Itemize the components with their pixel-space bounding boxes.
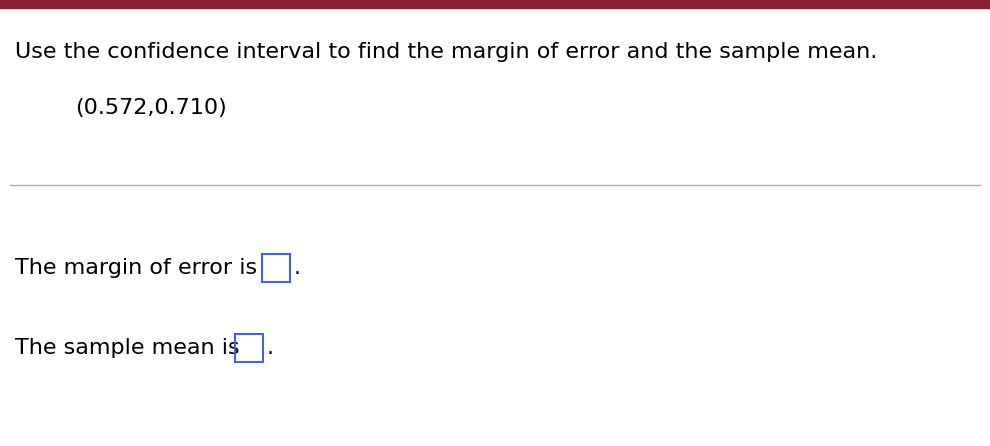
- Text: .: .: [267, 338, 274, 358]
- Bar: [262, 254, 290, 282]
- Text: (0.572,0.710): (0.572,0.710): [75, 98, 227, 118]
- Text: Use the confidence interval to find the margin of error and the sample mean.: Use the confidence interval to find the …: [15, 42, 877, 62]
- Text: .: .: [294, 258, 301, 278]
- Bar: [235, 334, 263, 362]
- Bar: [0, 0, 990, 8]
- Text: The sample mean is: The sample mean is: [15, 338, 240, 358]
- Text: The margin of error is: The margin of error is: [15, 258, 257, 278]
